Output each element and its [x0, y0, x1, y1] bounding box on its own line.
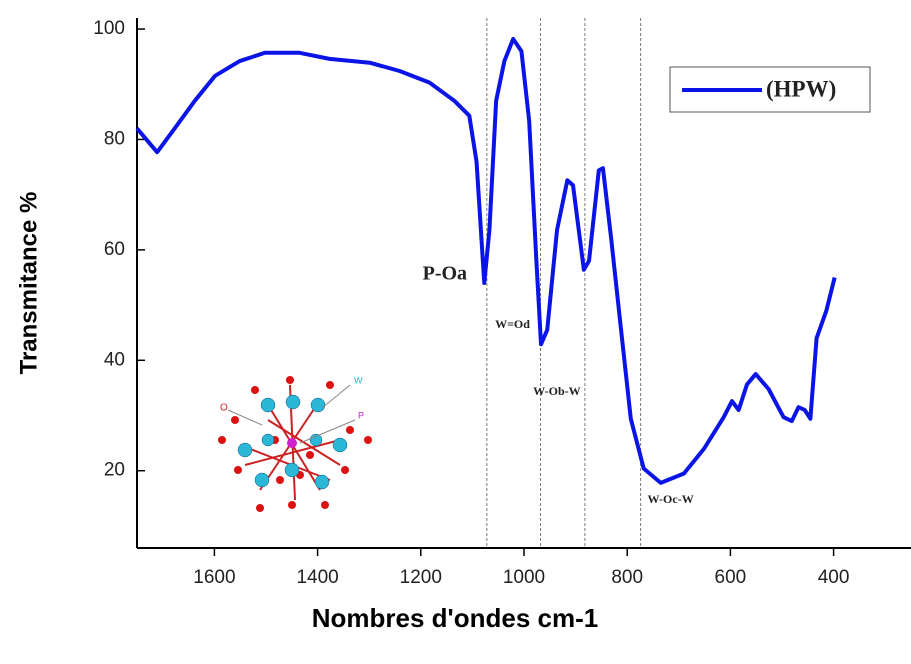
- x-tick-label: 1000: [503, 567, 545, 588]
- x-tick-label: 1200: [400, 567, 442, 588]
- x-tick-label: 800: [611, 567, 643, 588]
- series-line: [135, 36, 837, 485]
- inset-label: W: [354, 375, 363, 385]
- annotation: W-Oc-W: [648, 492, 694, 506]
- y-axis-label: Transmitance %: [15, 192, 42, 375]
- x-tick-label: 1400: [296, 567, 338, 588]
- x-tick-label: 600: [715, 567, 747, 588]
- y-tick-label: 80: [104, 128, 125, 149]
- inset-molecule: W O P: [218, 375, 372, 512]
- inset-label: P: [358, 410, 364, 420]
- inset-label: O: [220, 403, 228, 414]
- y-tick-label: 60: [104, 239, 125, 260]
- x-tick-label: 1600: [193, 567, 235, 588]
- y-tick-label: 20: [104, 460, 125, 481]
- annotation: W=Od: [495, 317, 530, 331]
- x-tick-label: 400: [818, 567, 850, 588]
- y-tick-label: 100: [93, 18, 125, 39]
- x-axis-label: Nombres d'ondes cm-1: [312, 603, 598, 633]
- y-tick-label: 40: [104, 349, 125, 370]
- annotation: P-Oa: [423, 263, 467, 285]
- legend-label: (HPW): [766, 76, 836, 101]
- annotation: W-Ob-W: [533, 384, 581, 398]
